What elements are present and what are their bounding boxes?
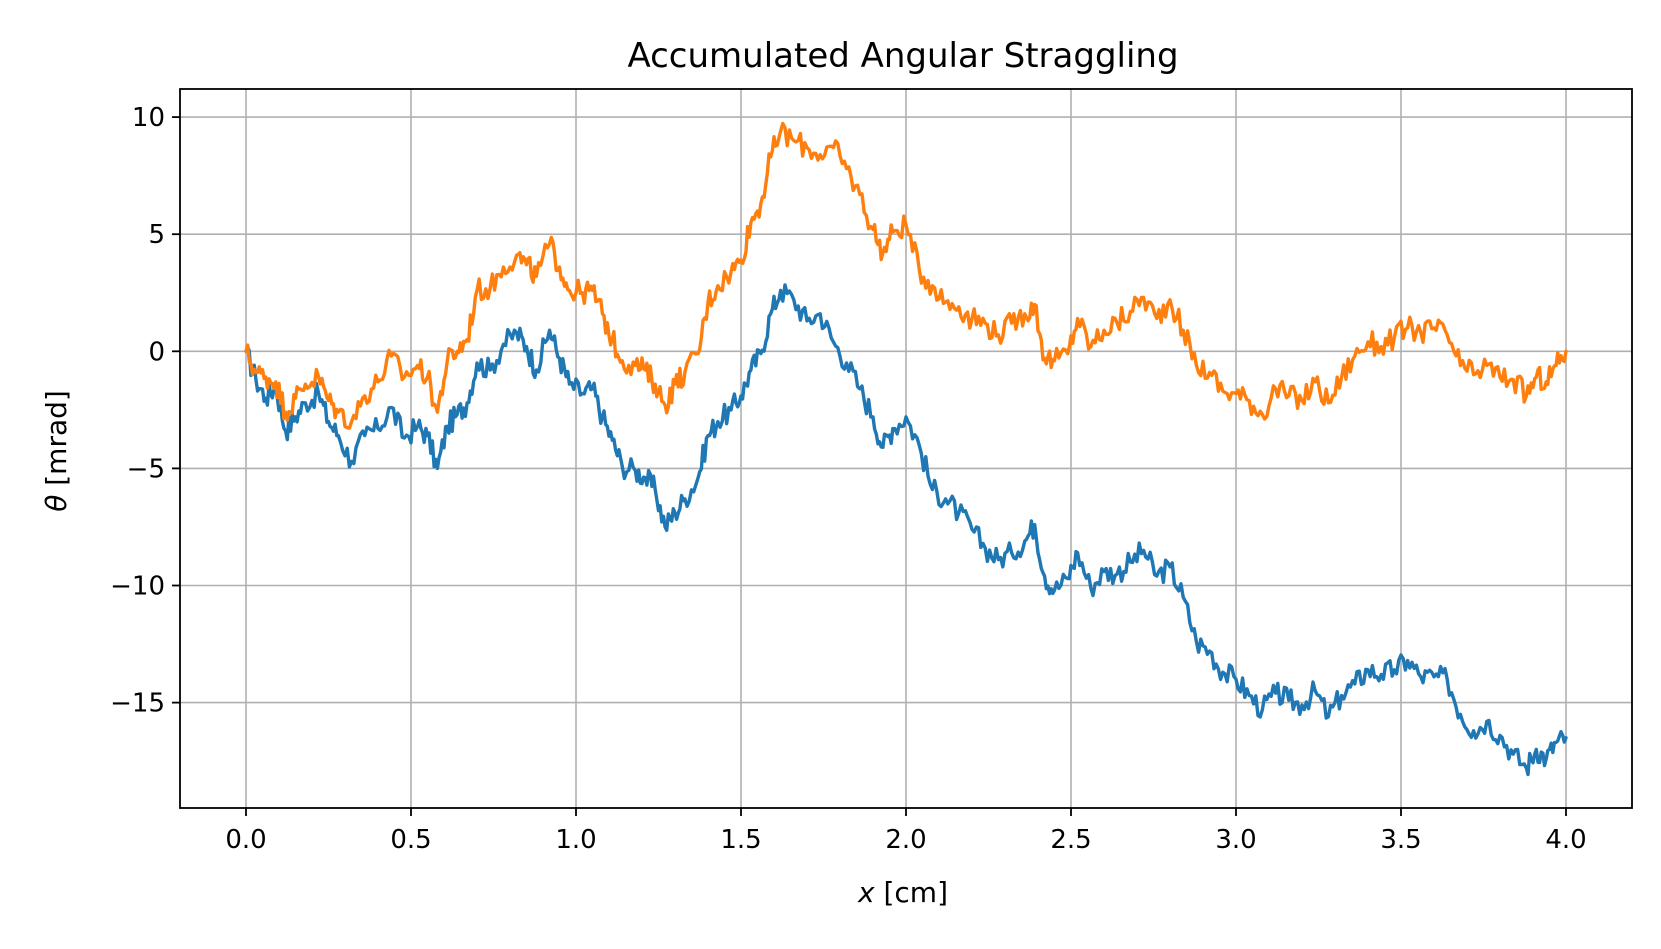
x-tick-label-5: 2.5 (1050, 825, 1091, 855)
series-line-0 (244, 283, 1568, 777)
x-tick-label-4: 2.0 (885, 825, 926, 855)
x-tick-label-3: 1.5 (720, 825, 761, 855)
x-tick-label-2: 1.0 (555, 825, 596, 855)
y-tick-label-5: −15 (110, 689, 165, 719)
y-tick-label-4: −10 (110, 572, 165, 602)
x-tick-label-8: 4.0 (1545, 825, 1586, 855)
x-axis-label-unit: [cm] (875, 876, 948, 909)
chart-title: Accumulated Angular Straggling (627, 36, 1178, 76)
y-axis-label: θ [mrad] (40, 390, 73, 512)
y-axis-label-variable: θ (40, 495, 73, 512)
y-axis-label-unit: [mrad] (40, 390, 73, 494)
x-tick-label-0: 0.0 (225, 825, 266, 855)
x-tick-label-6: 3.0 (1215, 825, 1256, 855)
y-tick-label-3: −5 (127, 454, 165, 484)
x-axis-label: x [cm] (857, 876, 948, 909)
x-tick-label-1: 0.5 (390, 825, 431, 855)
y-tick-label-0: 10 (132, 103, 165, 133)
x-tick-label-7: 3.5 (1380, 825, 1421, 855)
y-tick-label-2: 0 (148, 337, 165, 367)
x-axis-label-variable: x (857, 876, 875, 909)
y-tick-label-1: 5 (148, 220, 165, 250)
series-line-1 (244, 121, 1568, 430)
grid-layer (180, 89, 1632, 808)
series-layer (244, 121, 1568, 777)
tick-layer: 0.0 0.5 1.0 1.5 2.0 2.5 3.0 3.5 4.0 10 5 0 −5 −10 −15 (110, 103, 1587, 855)
